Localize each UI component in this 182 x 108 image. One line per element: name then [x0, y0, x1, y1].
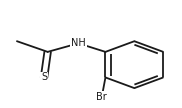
Text: Br: Br: [96, 92, 107, 102]
Text: S: S: [41, 72, 47, 82]
Text: NH: NH: [71, 38, 86, 48]
